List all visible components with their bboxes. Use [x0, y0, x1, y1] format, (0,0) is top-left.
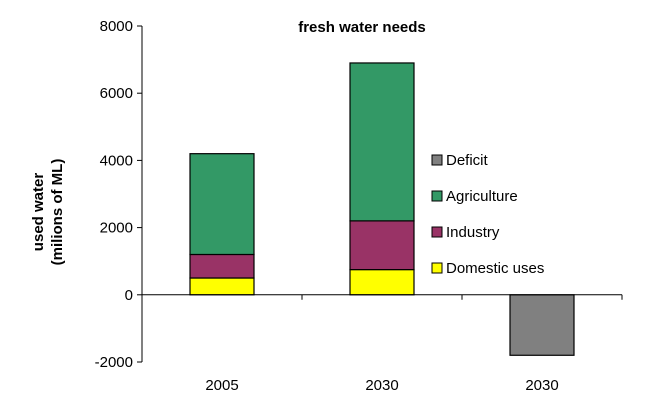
legend-swatch-agriculture: [431, 190, 443, 202]
y-tick-label: 0: [125, 287, 133, 304]
legend-label-agriculture: Agriculture: [446, 188, 518, 205]
ticks-layer: 8000 6000 4000 2000 0 -2000 2005 2030 2030: [95, 18, 623, 394]
y-axis-label-line-2: (milions of ML): [49, 159, 66, 266]
legend-label-domestic-uses: Domestic uses: [446, 260, 544, 277]
bar-agriculture-1: [349, 62, 415, 222]
bars-layer: [189, 62, 575, 356]
y-tick-label: 6000: [100, 85, 133, 102]
bar-agriculture-0: [189, 153, 255, 256]
legend-label-deficit: Deficit: [446, 152, 489, 169]
y-tick-label: 2000: [100, 220, 133, 237]
y-tick-label: 4000: [100, 152, 133, 169]
bar-domestic-uses-1: [349, 269, 415, 296]
legend-swatch-deficit: [431, 154, 443, 166]
y-axis-label-line-1: used water: [30, 173, 47, 252]
y-tick-label: -2000: [95, 354, 133, 371]
legend-label-industry: Industry: [446, 224, 500, 241]
x-tick-label: 2030: [365, 377, 398, 394]
legend-swatch-domestic-uses: [431, 262, 443, 274]
bar-industry-1: [349, 220, 415, 271]
bar-domestic-uses-0: [189, 277, 255, 296]
x-tick-label: 2005: [205, 377, 238, 394]
bar-deficit-2: [509, 294, 575, 356]
bar-industry-0: [189, 253, 255, 279]
legend-swatch-industry: [431, 226, 443, 238]
x-tick-label: 2030: [525, 377, 558, 394]
y-tick-label: 8000: [100, 18, 133, 35]
axes-layer: [141, 26, 622, 362]
chart-title: fresh water needs: [298, 19, 426, 36]
legend: Deficit Agriculture Industry Domestic uses: [431, 152, 544, 277]
